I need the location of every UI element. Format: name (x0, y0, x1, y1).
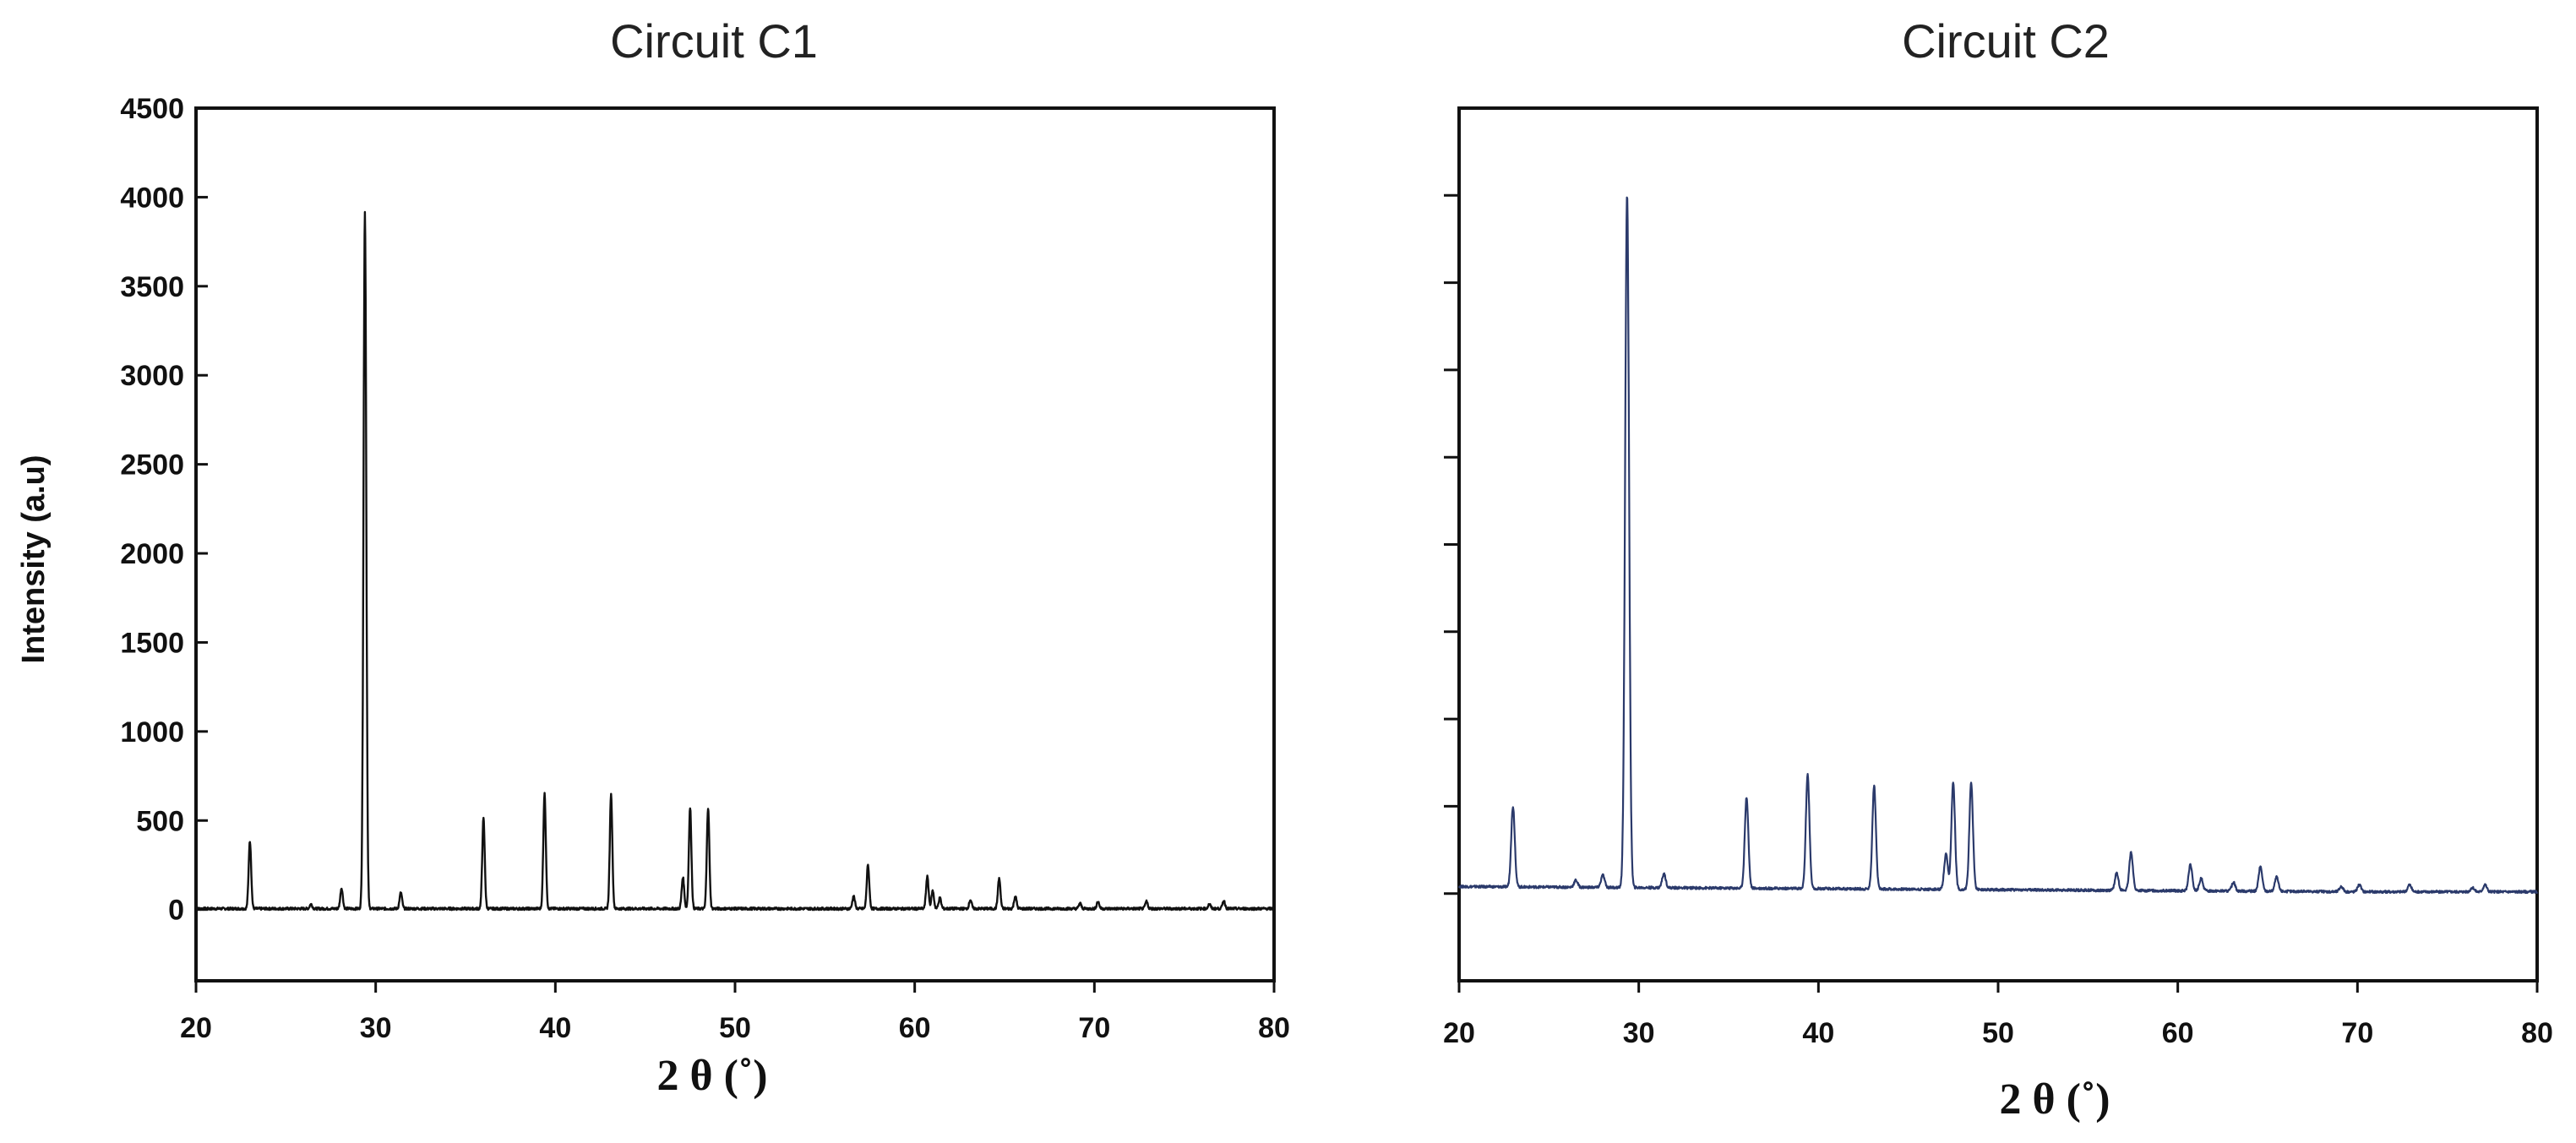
x-tick-label: 70 (1078, 1012, 1110, 1044)
axis-ticks: 20 30 40 50 60 70 80 0 500 1000 1500 2000 2500 3000 35… (120, 93, 1290, 1044)
xrd-trace-line (195, 210, 1276, 912)
x-tick-label: 40 (539, 1012, 571, 1044)
xrd-plot-c1: Circuit C1 Intensity (a.u) 2 θ (˚) 20 30 4… (16, 14, 1290, 1100)
y-tick-label: 500 (136, 805, 184, 837)
y-tick-label: 2500 (120, 449, 184, 482)
x-tick-label: 30 (360, 1012, 392, 1044)
chart-title: Circuit C2 (1902, 14, 2110, 68)
chart-circuit-c2: Circuit C2 2 θ (˚) 20 30 40 50 60 70 80 (1293, 0, 2576, 1139)
x-tick-label: 20 (1443, 1017, 1475, 1049)
xrd-trace-line (1457, 196, 2539, 895)
x-tick-label: 80 (1258, 1012, 1290, 1044)
x-tick-label: 80 (2521, 1017, 2553, 1049)
x-tick-label: 30 (1623, 1017, 1655, 1049)
y-tick-label: 4500 (120, 93, 184, 125)
x-tick-label: 20 (180, 1012, 212, 1044)
chart-title: Circuit C1 (610, 14, 818, 68)
y-tick-label: 2000 (120, 538, 184, 570)
plot-frame (1457, 106, 2539, 982)
y-tick-label: 3000 (120, 360, 184, 392)
x-tick-label: 40 (1802, 1017, 1834, 1049)
y-tick-label: 1000 (120, 716, 184, 748)
y-tick-label: 4000 (120, 182, 184, 214)
x-tick-label: 50 (719, 1012, 751, 1044)
xrd-plot-c2: Circuit C2 2 θ (˚) 20 30 40 50 60 70 80 (1443, 14, 2553, 1124)
y-tick-label: 3500 (120, 271, 184, 303)
plot-frame (194, 106, 1276, 982)
x-tick-label: 60 (899, 1012, 931, 1044)
chart-circuit-c1: Circuit C1 Intensity (a.u) 2 θ (˚) 20 30 4… (16, 14, 1290, 1100)
x-tick-label: 60 (2162, 1017, 2194, 1049)
x-axis-label: 2 θ (˚) (656, 1052, 767, 1100)
x-tick-label: 70 (2341, 1017, 2373, 1049)
y-axis-label: Intensity (a.u) (16, 454, 52, 663)
y-tick-label: 0 (168, 895, 184, 927)
x-axis-label: 2 θ (˚) (1999, 1075, 2110, 1124)
x-tick-label: 50 (1982, 1017, 2014, 1049)
y-tick-label: 1500 (120, 627, 184, 659)
axis-ticks: 20 30 40 50 60 70 80 (1443, 193, 2553, 1049)
